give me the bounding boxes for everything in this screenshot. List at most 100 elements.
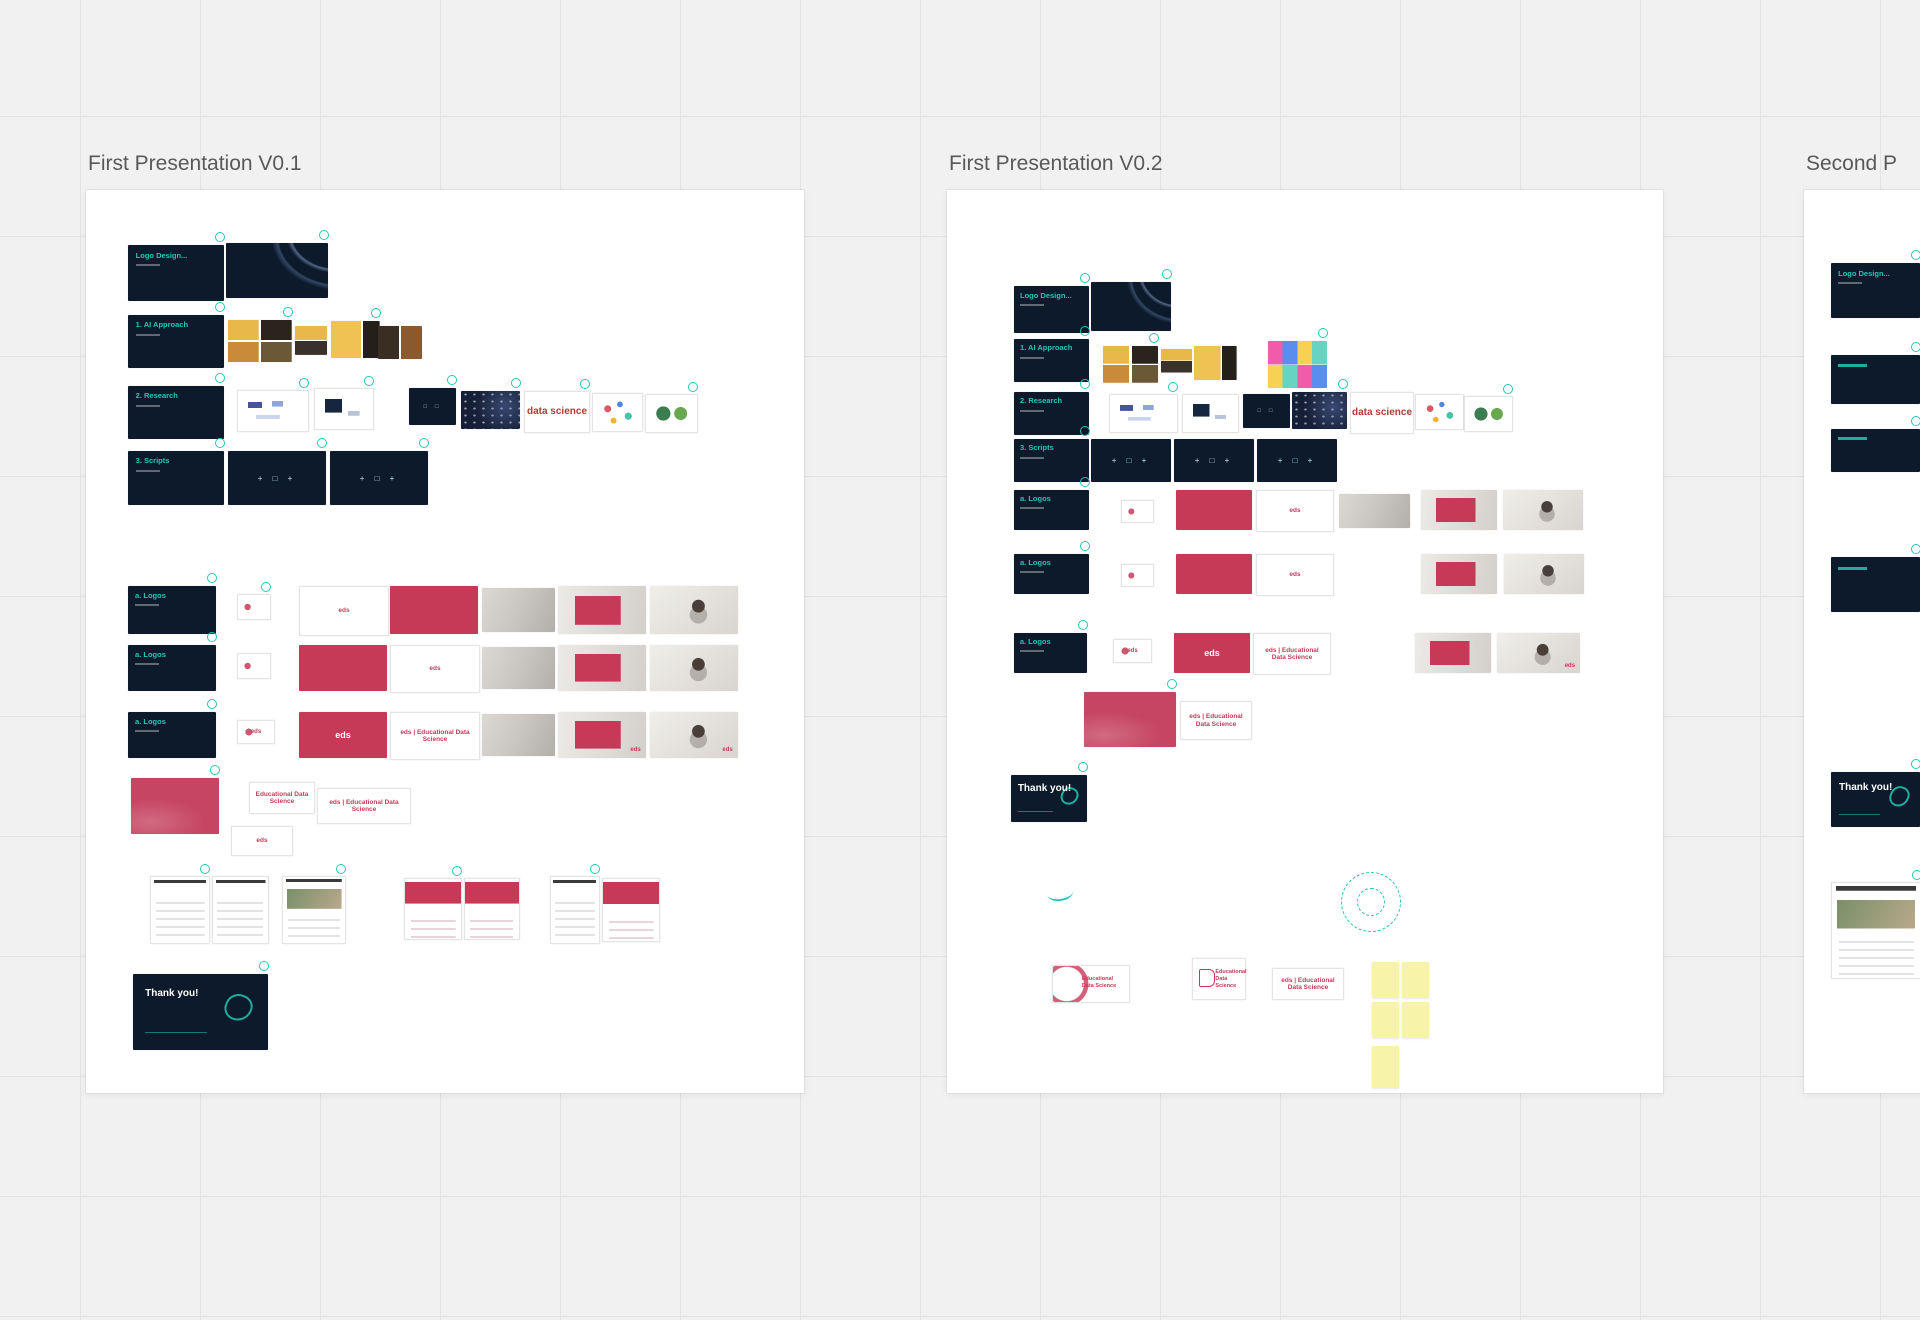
slide-thumbnail-dark-icons[interactable] [1091, 439, 1171, 482]
slide-thumbnail-dark[interactable]: 2. Research [128, 373, 225, 439]
slide-thumbnail-dark[interactable]: a. Logos [128, 699, 217, 758]
slide-thumbnail-red-art[interactable] [1084, 679, 1177, 747]
slide-thumbnail-dark[interactable] [1831, 342, 1920, 404]
slide-thumbnail-dark[interactable] [1831, 416, 1920, 472]
slide-thumbnail-dark[interactable]: 3. Scripts [1014, 426, 1090, 482]
slide-thumbnail-sticky[interactable] [1372, 962, 1399, 998]
slide-thumbnail-stamp-circle[interactable] [1341, 872, 1401, 932]
slide-thumbnail-red[interactable] [390, 586, 478, 634]
slide-thumbnail-dark[interactable]: a. Logos [1014, 477, 1090, 530]
slide-thumbnail-white-logo[interactable]: eds | Educational Data Science [390, 712, 480, 760]
slide-thumbnail-dark[interactable]: Logo Design... [1831, 250, 1920, 318]
slide-thumbnail-mood-b[interactable] [1161, 349, 1192, 373]
slide-thumbnail-dark-thanks[interactable]: Thank you! [133, 961, 269, 1050]
slide-thumbnail-white-globes[interactable] [1464, 384, 1513, 432]
slide-thumbnail-photo-stamp[interactable] [650, 586, 738, 634]
slide-thumbnail-white-logo[interactable]: eds [1256, 554, 1334, 596]
frame-v01[interactable]: First Presentation V0.1 Logo Design... 1. … [86, 152, 804, 1093]
slide-thumbnail-white-logo[interactable]: eds | Educational Data Science [1180, 701, 1252, 740]
slide-thumbnail-mood-c[interactable] [331, 308, 381, 358]
slide-thumbnail-photo-red[interactable] [1421, 554, 1497, 594]
slide-thumbnail-dark[interactable] [1831, 544, 1920, 612]
slide-thumbnail-mood-c[interactable] [1194, 346, 1237, 380]
slide-thumbnail-photo-red[interactable] [1415, 633, 1491, 673]
slide-thumbnail-white-diagram[interactable] [1109, 382, 1178, 433]
slide-thumbnail-photo-gray[interactable] [482, 647, 555, 689]
slide-thumbnail-mood-d[interactable] [378, 326, 422, 359]
slide-thumbnail-photo-stamp[interactable]: eds [1497, 633, 1580, 673]
slide-thumbnail-dark[interactable]: Logo Design... [128, 232, 225, 301]
slide-thumbnail-photo-gray[interactable] [482, 588, 555, 632]
slide-thumbnail-white-logo[interactable]: eds | Educational Data Science [1253, 633, 1331, 675]
slide-thumbnail-white-logo[interactable]: eds [231, 826, 293, 856]
slide-thumbnail-dark-mini[interactable] [1243, 394, 1290, 428]
slide-thumbnail-dark-icons[interactable] [330, 438, 429, 505]
slide-thumbnail-teal-scribble[interactable] [1046, 883, 1074, 903]
slide-thumbnail-photo-red[interactable] [558, 645, 646, 691]
slide-thumbnail-photo-stamp[interactable] [650, 645, 738, 691]
slide-thumbnail-photo-red[interactable]: eds [558, 712, 646, 758]
slide-thumbnail-dark[interactable]: 1. AI Approach [1014, 326, 1090, 382]
frame-label-second[interactable]: Second P [1806, 152, 1898, 175]
slide-thumbnail-white-logo[interactable]: eds | Educational Data Science [317, 788, 411, 824]
slide-thumbnail-red[interactable] [299, 645, 387, 691]
slide-thumbnail-white-logo[interactable]: eds [390, 645, 480, 693]
slide-thumbnail-web[interactable] [212, 876, 269, 944]
slide-thumbnail-dark-icons[interactable] [228, 438, 327, 505]
slide-thumbnail-dark-thanks[interactable]: Thank you! [1831, 759, 1920, 827]
slide-thumbnail-red[interactable] [1176, 554, 1252, 594]
slide-thumbnail-photo-red[interactable] [1421, 490, 1497, 530]
slide-thumbnail-red[interactable]: eds [299, 712, 387, 758]
slide-thumbnail-mood-a[interactable] [228, 307, 293, 362]
slide-thumbnail-dark[interactable]: a. Logos [1014, 620, 1088, 673]
frame-label-v02[interactable]: First Presentation V0.2 [949, 152, 1163, 175]
slide-thumbnail-sticky[interactable] [1372, 1046, 1399, 1088]
slide-thumbnail-dark[interactable]: Logo Design... [1014, 273, 1090, 333]
slide-thumbnail-dark[interactable]: a. Logos [128, 632, 217, 691]
slide-thumbnail-web-red[interactable] [404, 866, 462, 940]
slide-thumbnail-white-chart[interactable] [314, 376, 374, 430]
slide-thumbnail-logo-mini[interactable] [237, 582, 271, 620]
slide-thumbnail-red[interactable] [1176, 490, 1252, 530]
slide-thumbnail-dark-thanks[interactable]: Thank you! [1011, 762, 1088, 822]
slide-thumbnail-logo-mini[interactable] [1121, 564, 1154, 587]
slide-thumbnail-white-globes[interactable] [645, 382, 698, 433]
slide-thumbnail-white-logo[interactable]: Educational Data Science [249, 782, 315, 814]
slide-thumbnail-photo-stamp[interactable] [1504, 554, 1584, 594]
slide-thumbnail-dark-mini[interactable] [409, 375, 457, 425]
slide-thumbnail-dark-wave[interactable] [226, 230, 329, 298]
slide-thumbnail-web-photo[interactable] [1831, 870, 1920, 979]
frame-second[interactable]: Second P Logo Design... Thank you! [1804, 152, 1920, 1093]
slide-thumbnail-web-red[interactable] [464, 878, 520, 940]
slide-thumbnail-dark[interactable]: 3. Scripts [128, 438, 225, 505]
slide-thumbnail-logo-mini[interactable] [237, 653, 271, 679]
slide-thumbnail-logo-mini[interactable]: eds [1113, 639, 1152, 663]
slide-thumbnail-dark-wave[interactable] [1091, 269, 1172, 331]
slide-thumbnail-white-diagram[interactable] [237, 378, 309, 432]
slide-thumbnail-wordcloud[interactable]: data science [524, 379, 590, 433]
frame-v02[interactable]: First Presentation V0.2 Logo Design... 1. … [947, 152, 1663, 1093]
slide-thumbnail-sticky[interactable] [1402, 962, 1429, 998]
slide-thumbnail-sticky[interactable] [1372, 1002, 1399, 1038]
slide-thumbnail-white-logo[interactable]: eds | Educational Data Science [1272, 968, 1344, 1000]
slide-thumbnail-photo-gray[interactable] [482, 714, 555, 756]
slide-thumbnail-white-chart[interactable] [1182, 394, 1239, 433]
slide-thumbnail-white-logo[interactable]: eds [299, 586, 389, 636]
slide-thumbnail-white-logo[interactable]: eds [1256, 490, 1334, 532]
slide-thumbnail-sticky[interactable] [1402, 1002, 1429, 1038]
slide-thumbnail-web[interactable] [550, 864, 600, 944]
slide-thumbnail-book-logo[interactable]: Educational Data Science [1192, 958, 1247, 1000]
slide-thumbnail-web[interactable] [150, 864, 210, 944]
slide-thumbnail-dark[interactable]: a. Logos [128, 573, 217, 634]
slide-thumbnail-dark[interactable]: 1. AI Approach [128, 302, 225, 368]
slide-thumbnail-dark[interactable]: 2. Research [1014, 379, 1090, 435]
slide-thumbnail-dark[interactable]: a. Logos [1014, 541, 1090, 594]
slide-thumbnail-web-red[interactable] [602, 878, 660, 942]
slide-thumbnail-dark-icons[interactable] [1174, 439, 1254, 482]
slide-thumbnail-photo-stamp[interactable] [1503, 490, 1583, 530]
slide-thumbnail-red[interactable]: eds [1174, 633, 1250, 673]
slide-thumbnail-mosaic[interactable] [1268, 328, 1328, 388]
slide-thumbnail-white-net[interactable] [592, 393, 643, 432]
slide-thumbnail-wordcloud[interactable]: data science [1350, 392, 1414, 434]
slide-thumbnail-photo-stars[interactable] [461, 378, 521, 429]
